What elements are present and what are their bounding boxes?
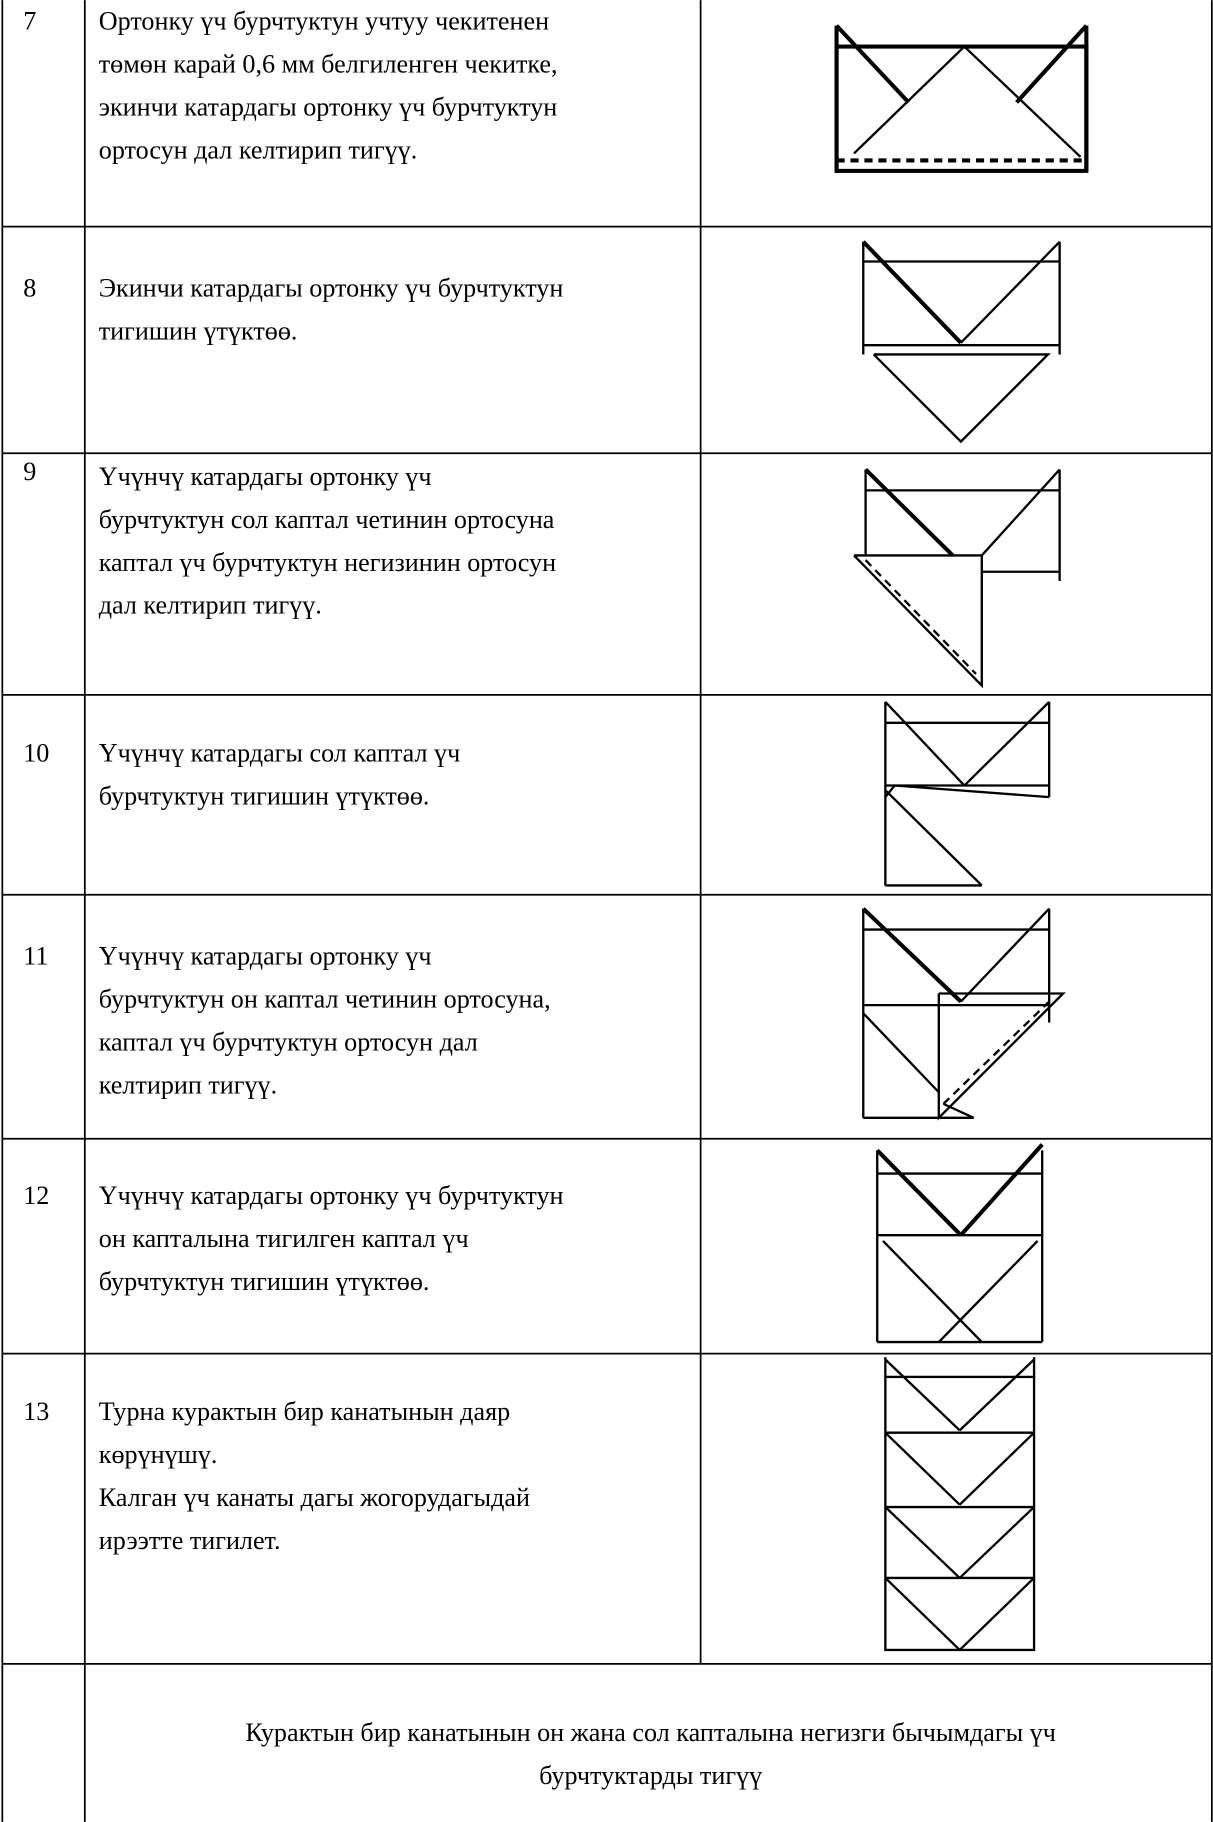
row-text-line: Экинчи катардагы ортонку үч бурчтуктун xyxy=(99,274,564,303)
row-text-line: экинчи катардагы ортонку үч бурчтуктун xyxy=(99,92,558,121)
row-text-line: Үчүнчү катардагы ортонку үч xyxy=(99,942,432,971)
row-text-line: каптал үч бурчтуктун ортосун дал xyxy=(99,1028,478,1057)
row-number: 7 xyxy=(23,6,36,35)
row-text-line: төмөн карай 0,6 мм белгиленген чекитке, xyxy=(99,49,558,78)
row-number: 8 xyxy=(23,274,36,303)
row-text-line: дал келтирип тигүү. xyxy=(99,591,322,620)
footer-text-line: бурчтуктарды тигүү xyxy=(539,1761,763,1790)
row-text-line: каптал үч бурчтуктун негизинин ортосун xyxy=(99,548,556,577)
row-text-line: бурчтуктун тигишин үтүктөө. xyxy=(99,781,430,810)
row-text-line: он капталына тигилген каптал үч xyxy=(99,1224,469,1253)
row-text-line: Үчүнчү катардагы ортонку үч xyxy=(99,462,432,491)
row-text-line: Үчүнчү катардагы ортонку үч бурчтуктун xyxy=(99,1181,564,1210)
row-text-line: бурчтуктун сол каптал четинин ортосуна xyxy=(99,505,555,534)
footer-text-line: Курактын бир канатынын он жана сол капта… xyxy=(245,1718,1055,1747)
row-text-line: Турна курактын бир канатынын даяр xyxy=(99,1397,510,1426)
row-text-line: Ортонку үч бурчтуктун учтуу чекитенен xyxy=(99,6,549,35)
diagram-11 xyxy=(861,907,1066,1121)
row-text-line: Үчүнчү катардагы сол каптал үч xyxy=(99,738,460,767)
row-number: 12 xyxy=(23,1181,49,1210)
row-text-line: келтирип тигүү. xyxy=(99,1071,277,1100)
row-text-line: ортосун дал келтирип тигүү. xyxy=(99,135,417,164)
diagram-10 xyxy=(884,701,1051,887)
row-text-line: көрүнүшү. xyxy=(99,1440,218,1469)
row-number: 11 xyxy=(23,942,48,971)
row-number: 9 xyxy=(23,457,36,486)
row-text-line: бурчтуктун он каптал четинин ортосуна, xyxy=(99,985,551,1014)
diagram-13 xyxy=(884,1357,1036,1652)
diagram-9 xyxy=(853,468,1061,689)
diagram-8 xyxy=(861,240,1061,444)
row-number: 13 xyxy=(23,1397,49,1426)
row-text-line: Калган үч канаты дагы жогорудагыдай xyxy=(99,1483,530,1512)
diagram-7 xyxy=(834,24,1089,173)
diagram-12 xyxy=(875,1143,1044,1344)
row-text-line: бурчтуктун тигишин үтүктөө. xyxy=(99,1267,430,1296)
row-number: 10 xyxy=(23,738,49,767)
row-text-line: тигишин үтүктөө. xyxy=(99,317,298,346)
row-text-line: ирээтте тигилет. xyxy=(99,1526,281,1555)
